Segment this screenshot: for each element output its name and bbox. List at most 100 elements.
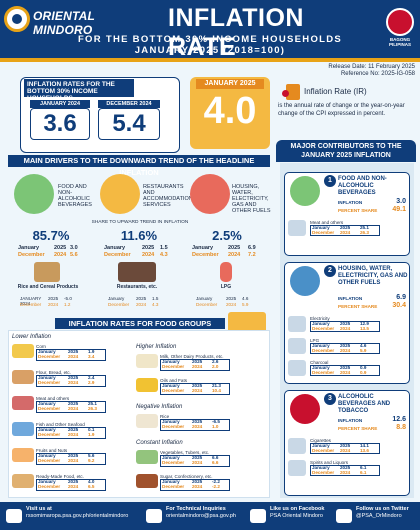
food-group-name: Negative Inflation	[136, 404, 183, 410]
food-thumb-icon	[136, 414, 158, 428]
liquor-bottle-icon	[288, 460, 306, 476]
footer-visit-url[interactable]: rssomimaropa.psa.gov.ph/orientalmindoro	[26, 513, 129, 519]
food-item-dec-value: 2.0	[212, 364, 219, 369]
contributor-sub-dec-label: December	[312, 470, 335, 475]
kpi-box-title: INFLATION RATES FOR THE BOTTOM 30% INCOM…	[24, 79, 134, 102]
contributor-title: HOUSING, WATER, ELECTRICITY, GAS AND OTH…	[338, 266, 408, 286]
food-item-dec-year: 2024	[68, 458, 79, 463]
contributor-sub-jan-value: 25.1	[360, 225, 369, 230]
food-item-dec-year: 2024	[192, 364, 203, 369]
food-item-jan-year: 2025	[192, 419, 203, 424]
contributors-banner: MAJOR CONTRIBUTORS TO THE JANUARY 2025 I…	[276, 140, 416, 162]
contributor-sub-jan-year: 2025	[340, 443, 351, 448]
food-item-jan-value: 5.6	[88, 453, 95, 458]
food-item-dec-year: 2024	[68, 432, 79, 437]
contributor-sub-jan-label: January	[312, 225, 330, 230]
food-item-dec-value: 10.4	[212, 388, 221, 393]
page-subtitle: FOR THE BOTTOM 30% INCOME HOUSEHOLDS	[77, 34, 343, 45]
food-item-label: Fruits and Nuts	[36, 448, 68, 453]
page-period: JANUARY 2025 (2018=100)	[134, 45, 286, 56]
food-item-jan-label: January	[162, 383, 180, 388]
food-item-dec-value: 2.9	[88, 380, 95, 385]
food-item-jan-value: -2.2	[212, 479, 220, 484]
contributor-sub-jan-year: 2025	[340, 365, 351, 370]
x-twitter-icon	[336, 509, 352, 523]
driver-jan-label: January	[192, 245, 214, 251]
contributor-sub-dec-year: 2024	[340, 448, 351, 453]
drivers-banner: MAIN DRIVERS TO THE DOWNWARD TREND OF TH…	[8, 155, 270, 177]
footer-visit-title: Visit us at	[26, 506, 52, 512]
contributor-sub-dec-year: 2024	[340, 348, 351, 353]
lpg-tank-icon	[220, 262, 232, 282]
bagong-pilipinas-label: BAGONG PILIPINAS	[388, 37, 411, 47]
contributor-sub-dec-value: 13.5	[360, 326, 369, 331]
food-item-label: Sugar, Confectionery, etc.	[160, 474, 213, 479]
food-item-dec-label: December	[38, 406, 61, 411]
driver-dec-value: 7.2	[248, 252, 256, 258]
contributor-sub-dec-label: December	[312, 348, 335, 353]
food-item-dec-value: 1.9	[88, 432, 95, 437]
food-item-dec-year: 2024	[192, 424, 203, 429]
footer-fb-name[interactable]: PSA Oriental Mindoro	[270, 513, 323, 519]
footer-tw-handle[interactable]: @PSA_OrMindoro	[356, 513, 402, 519]
contributor-sub-jan-value: 0.9	[360, 365, 367, 370]
footer-tech-email[interactable]: orientalmindoro@psa.gov.ph	[166, 513, 236, 519]
contributor-sub-jan-value: 12.9	[360, 321, 369, 326]
food-thumb-icon	[136, 354, 158, 368]
food-item-dec-label: December	[38, 380, 61, 385]
contributor-sub-label: Charcoal	[310, 360, 329, 365]
contributor-sub-box	[310, 465, 380, 476]
driver-dec-label: December	[18, 252, 45, 258]
driver-share-2: 11.6%	[120, 228, 158, 243]
food-item-dec-value: 9.2	[88, 458, 95, 463]
food-item-dec-year: 2024	[68, 354, 79, 359]
food-item-box	[160, 419, 230, 431]
contributor-sub-dec-label: December	[312, 230, 335, 235]
contributor-sub-jan-year: 2025	[340, 321, 351, 326]
contributor-sub-label: Meat and others	[310, 220, 344, 225]
food-item-dec-label: December	[38, 484, 61, 489]
food-item-jan-value: 21.3	[212, 383, 221, 388]
contributor-sub-dec-value: 13.6	[360, 448, 369, 453]
food-thumb-icon	[12, 370, 34, 384]
contributor-category-icon	[290, 176, 320, 206]
jan2024-label: JANUARY 2024	[30, 100, 90, 108]
contributor-share-value: 49.1	[392, 206, 406, 213]
inflation-definition-icon	[282, 84, 300, 100]
driver-product-2: Restaurants, etc.	[116, 284, 158, 290]
product-jan-value: 1.5	[152, 296, 159, 301]
food-item-label: Fish and Other Seafood	[36, 422, 85, 427]
driver-label-2: RESTAURANTS AND ACCOMMODATION SERVICES	[143, 184, 193, 208]
contributor-sub-dec-value: 26.3	[360, 230, 369, 235]
driver-product-3: LPG	[220, 284, 232, 290]
food-item-dec-value: 6.5	[88, 484, 95, 489]
food-item-jan-year: 2025	[68, 427, 79, 432]
contributor-share-label: PERCENT SHARE	[338, 426, 378, 431]
food-item-box	[36, 375, 106, 387]
contributor-sub-jan-label: January	[312, 343, 330, 348]
food-item-dec-year: 2024	[68, 380, 79, 385]
product-dec-value: 1.2	[64, 302, 71, 307]
contributor-sub-dec-label: December	[312, 370, 335, 375]
contributor-title: FOOD AND NON-ALCOHOLIC BEVERAGES	[338, 176, 387, 196]
meat-icon	[288, 220, 306, 236]
jan2025-value: 4.0	[203, 90, 257, 132]
contributor-sub-box	[310, 225, 380, 236]
contributor-share-label: PERCENT SHARE	[338, 208, 378, 213]
cigarette-icon	[288, 438, 306, 454]
header-stripe	[0, 58, 420, 62]
product-jan-label: January	[196, 296, 213, 301]
header-banner	[0, 0, 420, 62]
food-item-jan-value: 2.4	[88, 375, 95, 380]
driver-jan-year: 2025	[54, 245, 67, 251]
contributor-sub-dec-value: 0.9	[360, 370, 367, 375]
jan2024-value: 3.6	[43, 110, 77, 137]
food-item-label: Corn	[36, 344, 46, 349]
food-item-jan-label: January	[38, 349, 56, 354]
bagong-pilipinas-logo-icon	[386, 8, 414, 36]
contributor-sub-dec-value: 5.9	[360, 348, 367, 353]
food-item-jan-year: 2025	[192, 479, 203, 484]
food-item-label: Ready-Made Food, etc.	[36, 474, 85, 479]
food-item-box	[36, 427, 106, 439]
footer-tw-title: Follow us on Twitter	[356, 506, 409, 512]
